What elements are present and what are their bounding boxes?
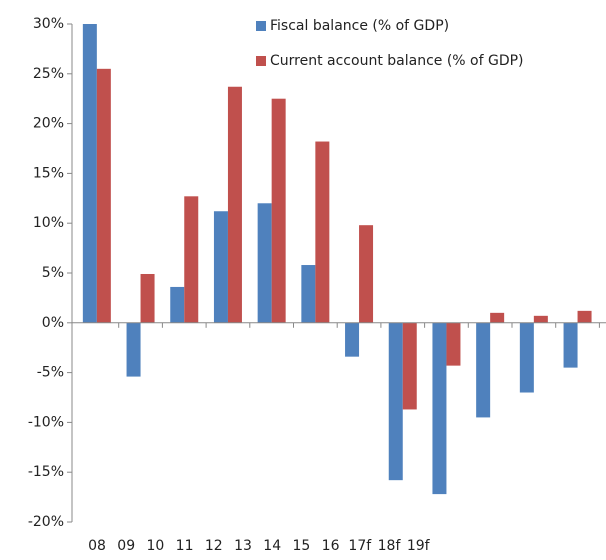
y-tick-label: 20% [33, 116, 64, 132]
y-tick-label: 5% [42, 265, 64, 281]
x-tick-label: 19f [407, 538, 431, 554]
legend-swatch [256, 21, 266, 31]
x-tick-label: 16 [322, 538, 340, 554]
y-tick-label: 25% [33, 66, 64, 82]
bar [96, 68, 111, 323]
bar [184, 196, 199, 323]
y-tick-label: -20% [28, 514, 64, 530]
bar [140, 273, 155, 323]
y-tick-label: 0% [42, 315, 64, 331]
bar [432, 322, 447, 495]
legend-label: Current account balance (% of GDP) [270, 53, 524, 69]
x-tick-label: 17f [348, 538, 372, 554]
x-tick-label: 11 [176, 538, 194, 554]
bar [345, 322, 360, 357]
bar [563, 322, 578, 368]
bar [213, 211, 228, 323]
x-tick-label: 09 [117, 538, 135, 554]
x-tick-label: 14 [263, 538, 281, 554]
x-tick-label: 12 [205, 538, 223, 554]
bar [257, 203, 272, 323]
bar [476, 322, 491, 418]
bar [82, 24, 97, 323]
x-tick-label: 18f [378, 538, 402, 554]
y-tick-label: 30% [33, 16, 64, 32]
x-tick-label: 10 [146, 538, 164, 554]
bar [170, 286, 185, 323]
bar [533, 315, 548, 323]
legend-swatch [256, 56, 266, 66]
x-tick-label: 15 [292, 538, 310, 554]
bar [301, 265, 316, 323]
y-tick-label: 15% [33, 165, 64, 181]
legend-label: Fiscal balance (% of GDP) [270, 18, 449, 34]
bar [126, 322, 141, 377]
bar [359, 225, 374, 323]
bar [490, 312, 505, 323]
x-tick-label: 13 [234, 538, 252, 554]
bar [402, 322, 417, 410]
bar [388, 322, 403, 481]
y-tick-label: -5% [37, 365, 64, 381]
y-tick-label: -10% [28, 414, 64, 430]
x-tick-label: 08 [88, 538, 106, 554]
bar [315, 141, 330, 323]
bar [519, 322, 534, 393]
bar [446, 322, 461, 366]
y-tick-label: -15% [28, 464, 64, 480]
bar [227, 86, 242, 323]
bar [577, 310, 592, 323]
y-tick-label: 10% [33, 215, 64, 231]
bar [271, 98, 286, 323]
